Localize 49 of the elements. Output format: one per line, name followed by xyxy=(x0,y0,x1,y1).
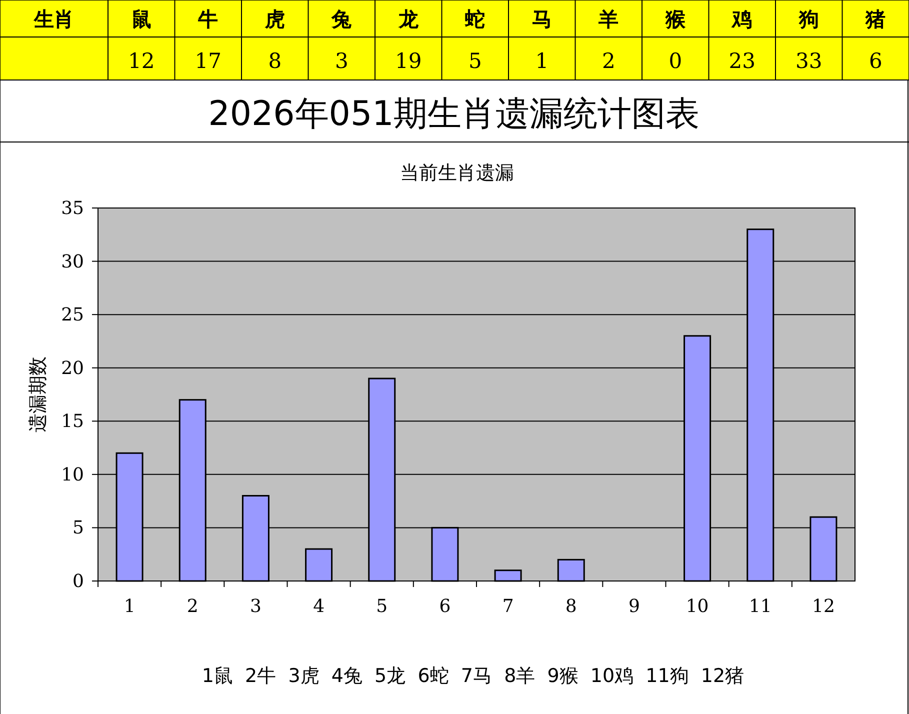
data-label: 0 xyxy=(668,49,682,73)
category-label: 马 xyxy=(532,7,552,31)
x-tick-label: 7 xyxy=(502,596,514,617)
x-tick-label: 10 xyxy=(686,596,709,617)
category-label: 鸡 xyxy=(731,7,752,31)
x-tick-label: 3 xyxy=(250,596,262,617)
y-tick-label: 0 xyxy=(72,571,84,592)
y-tick-label: 15 xyxy=(61,411,84,432)
category-label: 猪 xyxy=(864,7,886,31)
y-tick-label: 30 xyxy=(61,251,84,272)
data-label: 12 xyxy=(128,49,155,73)
category-label: 蛇 xyxy=(464,7,486,31)
x-tick-label: 1 xyxy=(124,596,136,617)
x-tick-label: 11 xyxy=(748,596,772,617)
data-label: 6 xyxy=(868,49,882,73)
y-tick-label: 35 xyxy=(61,198,84,219)
x-tick-label: 9 xyxy=(628,596,640,617)
x-tick-label: 4 xyxy=(313,596,325,617)
category-label: 猴 xyxy=(664,7,686,31)
category-label: 兔 xyxy=(330,7,353,31)
category-label: 牛 xyxy=(197,7,218,31)
y-tick-label: 10 xyxy=(61,464,84,486)
data-label: 8 xyxy=(268,49,282,73)
x-tick-label: 2 xyxy=(186,596,198,617)
y-tick-label: 20 xyxy=(61,358,84,379)
category-label: 羊 xyxy=(598,7,619,31)
data-label: 19 xyxy=(395,49,422,73)
x-tick-label: 6 xyxy=(439,596,451,617)
data-label: 17 xyxy=(194,49,222,73)
chart-subtitle: 当前生肖遗漏 xyxy=(400,162,514,184)
text: 生肖 xyxy=(33,7,74,31)
data-label: 33 xyxy=(796,49,822,73)
data-label: 3 xyxy=(334,49,348,73)
data-label: 5 xyxy=(468,49,482,73)
category-label: 鼠 xyxy=(131,7,152,31)
category-label: 狗 xyxy=(798,7,819,31)
category-label: 虎 xyxy=(264,7,285,31)
text: 1鼠 2牛 3虎 4兔 5龙 6蛇 7马 8羊 9猴 10鸡 11狗 12猪 xyxy=(202,665,744,687)
x-tick-label: 8 xyxy=(565,596,577,617)
y-tick-label: 5 xyxy=(72,518,84,539)
data-label: 2 xyxy=(602,49,616,73)
chart-title: 2026年051期生肖遗漏统计图表 xyxy=(208,94,700,134)
data-label: 23 xyxy=(728,49,756,73)
category-label: 龙 xyxy=(397,7,420,31)
x-tick-label: 5 xyxy=(376,596,388,617)
y-tick-label: 25 xyxy=(61,304,84,326)
y-axis-title: 遗漏期数 xyxy=(27,356,49,432)
data-label: 1 xyxy=(535,49,549,73)
x-tick-label: 12 xyxy=(812,596,835,617)
